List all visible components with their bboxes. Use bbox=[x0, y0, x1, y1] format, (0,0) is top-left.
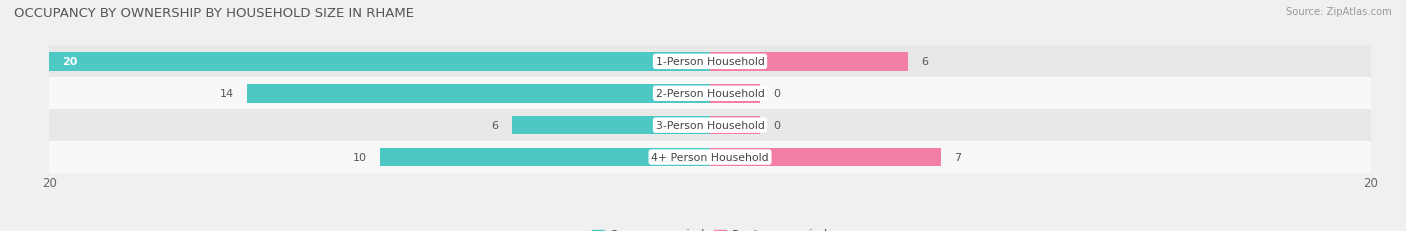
Bar bbox=[247, 85, 710, 103]
Bar bbox=[380, 148, 710, 167]
Text: 7: 7 bbox=[955, 152, 962, 162]
Legend: Owner-occupied, Renter-occupied: Owner-occupied, Renter-occupied bbox=[586, 224, 834, 231]
Bar bbox=[512, 116, 710, 135]
Text: 6: 6 bbox=[492, 121, 499, 131]
Bar bbox=[49, 78, 1371, 110]
Text: Source: ZipAtlas.com: Source: ZipAtlas.com bbox=[1286, 7, 1392, 17]
Text: 20: 20 bbox=[62, 57, 77, 67]
Bar bbox=[49, 110, 1371, 141]
Bar bbox=[710, 85, 759, 103]
Text: OCCUPANCY BY OWNERSHIP BY HOUSEHOLD SIZE IN RHAME: OCCUPANCY BY OWNERSHIP BY HOUSEHOLD SIZE… bbox=[14, 7, 413, 20]
Bar bbox=[710, 53, 908, 71]
Bar bbox=[49, 46, 1371, 78]
Text: 3-Person Household: 3-Person Household bbox=[655, 121, 765, 131]
Text: 14: 14 bbox=[221, 89, 235, 99]
Text: 0: 0 bbox=[773, 121, 780, 131]
Bar bbox=[710, 148, 942, 167]
Bar bbox=[49, 141, 1371, 173]
Text: 2-Person Household: 2-Person Household bbox=[655, 89, 765, 99]
Text: 0: 0 bbox=[773, 89, 780, 99]
Bar bbox=[710, 116, 759, 135]
Text: 4+ Person Household: 4+ Person Household bbox=[651, 152, 769, 162]
Text: 6: 6 bbox=[921, 57, 928, 67]
Text: 1-Person Household: 1-Person Household bbox=[655, 57, 765, 67]
Text: 10: 10 bbox=[353, 152, 367, 162]
Bar bbox=[49, 53, 710, 71]
